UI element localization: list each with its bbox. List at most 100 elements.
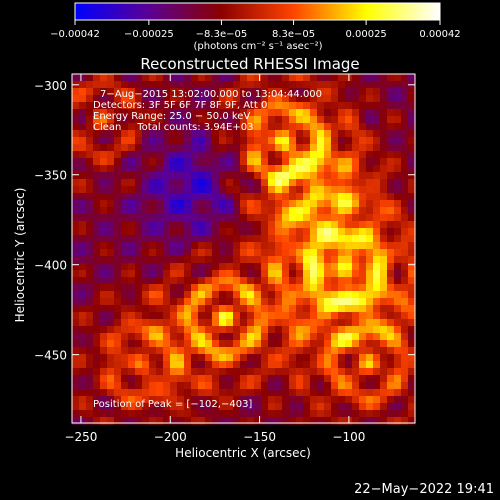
- heatmap-cell: [401, 193, 409, 201]
- heatmap-cell: [219, 116, 227, 124]
- heatmap-cell: [331, 137, 339, 145]
- heatmap-cell: [373, 88, 381, 96]
- heatmap-cell: [254, 179, 262, 187]
- heatmap-cell: [380, 389, 388, 397]
- x-tick-label: −150: [243, 430, 276, 444]
- heatmap-cell: [149, 102, 157, 110]
- heatmap-cell: [289, 375, 297, 383]
- heatmap-cell: [142, 151, 150, 159]
- heatmap-cell: [254, 193, 262, 201]
- heatmap-cell: [317, 333, 325, 341]
- heatmap-cell: [282, 193, 290, 201]
- heatmap-cell: [128, 214, 136, 222]
- heatmap-cell: [79, 298, 87, 306]
- heatmap-cell: [282, 123, 290, 131]
- heatmap-cell: [296, 361, 304, 369]
- heatmap-cell: [289, 123, 297, 131]
- heatmap-cell: [366, 102, 374, 110]
- heatmap-cell: [233, 130, 241, 138]
- heatmap-cell: [380, 347, 388, 355]
- heatmap-cell: [331, 270, 339, 278]
- heatmap-cell: [345, 340, 353, 348]
- heatmap-cell: [86, 151, 94, 159]
- heatmap-cell: [401, 375, 409, 383]
- heatmap-cell: [226, 375, 234, 383]
- heatmap-cell: [86, 116, 94, 124]
- heatmap-cell: [100, 151, 108, 159]
- heatmap-cell: [366, 249, 374, 257]
- heatmap-cell: [184, 382, 192, 390]
- heatmap-cell: [121, 165, 129, 173]
- heatmap-cell: [324, 228, 332, 236]
- heatmap-cell: [268, 270, 276, 278]
- heatmap-cell: [114, 368, 122, 376]
- heatmap-cell: [170, 333, 178, 341]
- heatmap-cell: [184, 186, 192, 194]
- heatmap-cell: [317, 382, 325, 390]
- heatmap-cell: [275, 256, 283, 264]
- heatmap-cell: [79, 382, 87, 390]
- heatmap-cell: [142, 270, 150, 278]
- heatmap-cell: [240, 277, 248, 285]
- heatmap-cell: [254, 88, 262, 96]
- heatmap-cell: [79, 144, 87, 152]
- heatmap-cell: [310, 123, 318, 131]
- heatmap-cell: [275, 228, 283, 236]
- heatmap-cell: [261, 158, 269, 166]
- heatmap-cell: [212, 158, 220, 166]
- heatmap-cell: [142, 410, 150, 418]
- heatmap-cell: [275, 186, 283, 194]
- heatmap-cell: [296, 305, 304, 313]
- heatmap-cell: [275, 277, 283, 285]
- heatmap-cell: [205, 200, 213, 208]
- heatmap-cell: [198, 242, 206, 250]
- heatmap-cell: [240, 207, 248, 215]
- heatmap-cell: [352, 361, 360, 369]
- heatmap-cell: [184, 158, 192, 166]
- heatmap-cell: [331, 396, 339, 404]
- heatmap-cell: [282, 172, 290, 180]
- heatmap-cell: [387, 256, 395, 264]
- heatmap-cell: [380, 144, 388, 152]
- heatmap-cell: [261, 249, 269, 257]
- heatmap-cell: [128, 389, 136, 397]
- heatmap-cell: [184, 95, 192, 103]
- heatmap-cell: [240, 74, 248, 82]
- heatmap-cell: [282, 207, 290, 215]
- heatmap-cell: [289, 389, 297, 397]
- heatmap-cell: [121, 319, 129, 327]
- heatmap-cell: [198, 95, 206, 103]
- heatmap-cell: [296, 270, 304, 278]
- heatmap-cell: [163, 347, 171, 355]
- heatmap-cell: [282, 417, 290, 425]
- heatmap-cell: [170, 403, 178, 411]
- heatmap-cell: [121, 242, 129, 250]
- heatmap-cell: [184, 242, 192, 250]
- heatmap-cell: [254, 172, 262, 180]
- heatmap-cell: [345, 305, 353, 313]
- heatmap-cell: [233, 403, 241, 411]
- heatmap-cell: [226, 186, 234, 194]
- heatmap-cell: [114, 340, 122, 348]
- heatmap-cell: [247, 165, 255, 173]
- heatmap-cell: [191, 312, 199, 320]
- heatmap-cell: [191, 347, 199, 355]
- heatmap-cell: [156, 263, 164, 271]
- heatmap-cell: [240, 347, 248, 355]
- heatmap-cell: [310, 291, 318, 299]
- heatmap-cell: [240, 291, 248, 299]
- heatmap-cell: [72, 186, 80, 194]
- heatmap-cell: [191, 375, 199, 383]
- heatmap-cell: [394, 88, 402, 96]
- heatmap-cell: [296, 158, 304, 166]
- heatmap-cell: [191, 326, 199, 334]
- heatmap-cell: [394, 179, 402, 187]
- heatmap-cell: [247, 263, 255, 271]
- heatmap-cell: [226, 102, 234, 110]
- heatmap-cell: [114, 151, 122, 159]
- heatmap-cell: [324, 277, 332, 285]
- heatmap-cell: [247, 284, 255, 292]
- heatmap-cell: [401, 102, 409, 110]
- heatmap-cell: [156, 354, 164, 362]
- heatmap-cell: [387, 193, 395, 201]
